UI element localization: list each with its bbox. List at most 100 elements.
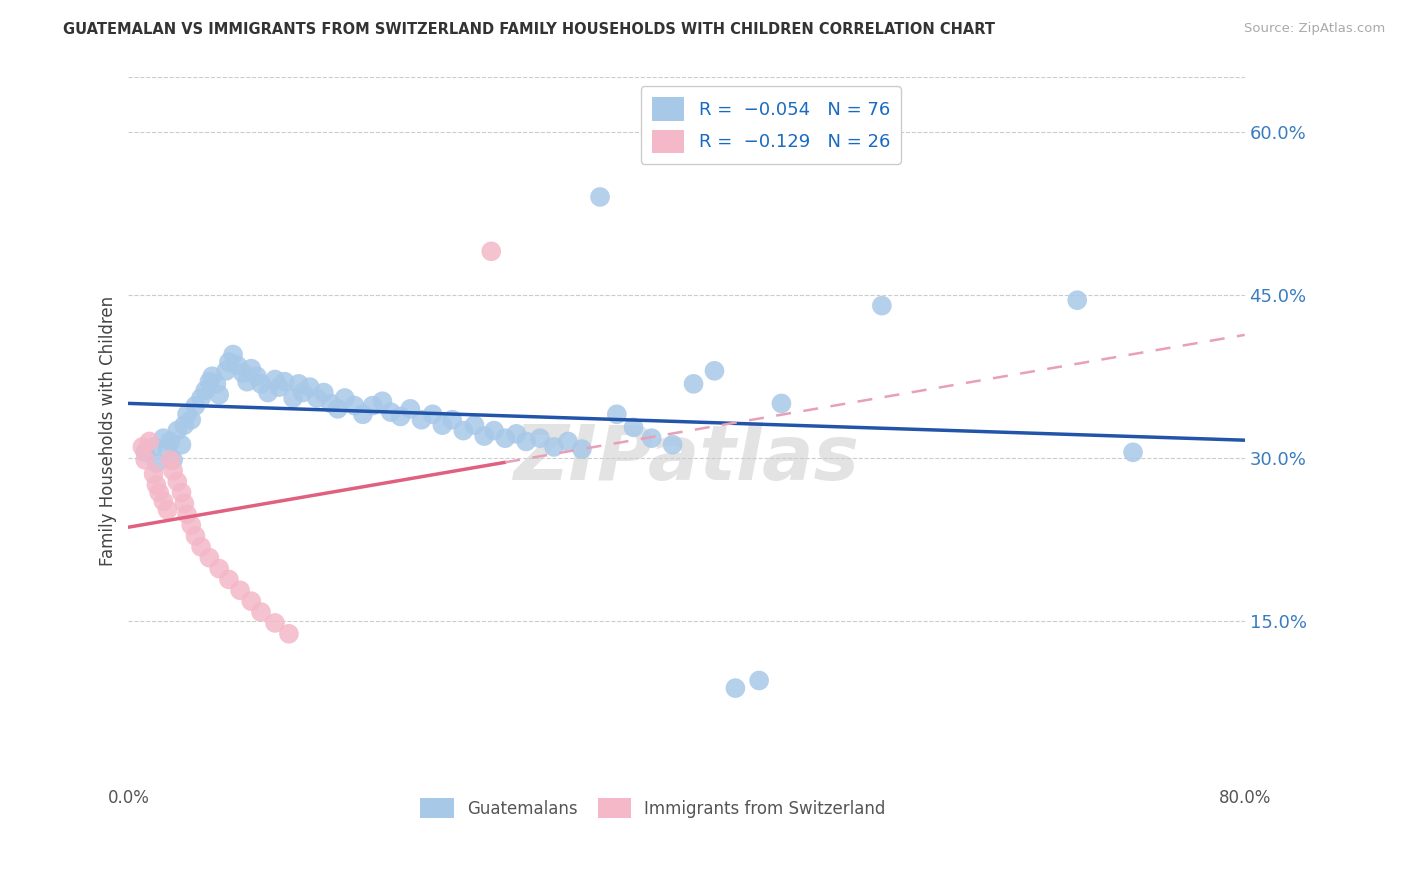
Point	[264, 615, 287, 630]
Point	[441, 413, 464, 427]
Point	[156, 503, 179, 517]
Point	[371, 394, 394, 409]
Point	[194, 384, 217, 398]
Point	[134, 445, 156, 459]
Point	[274, 375, 297, 389]
Point	[505, 426, 527, 441]
Point	[515, 434, 537, 449]
Point	[661, 438, 683, 452]
Point	[305, 391, 328, 405]
Point	[159, 434, 181, 449]
Point	[156, 442, 179, 456]
Point	[1122, 445, 1144, 459]
Point	[453, 424, 475, 438]
Point	[215, 364, 238, 378]
Point	[543, 440, 565, 454]
Point	[250, 376, 273, 391]
Point	[343, 399, 366, 413]
Point	[1066, 293, 1088, 308]
Point	[166, 475, 188, 489]
Text: Source: ZipAtlas.com: Source: ZipAtlas.com	[1244, 22, 1385, 36]
Point	[240, 361, 263, 376]
Point	[152, 431, 174, 445]
Point	[145, 456, 167, 470]
Point	[724, 681, 747, 695]
Point	[208, 561, 231, 575]
Point	[472, 429, 495, 443]
Point	[173, 418, 195, 433]
Point	[142, 440, 165, 454]
Point	[250, 605, 273, 619]
Point	[180, 518, 202, 533]
Point	[352, 407, 374, 421]
Point	[682, 376, 704, 391]
Point	[131, 440, 153, 454]
Point	[236, 375, 259, 389]
Point	[170, 485, 193, 500]
Point	[152, 494, 174, 508]
Point	[226, 359, 249, 373]
Point	[162, 453, 184, 467]
Point	[589, 190, 612, 204]
Point	[529, 431, 551, 445]
Point	[145, 478, 167, 492]
Point	[571, 442, 593, 456]
Point	[277, 627, 299, 641]
Point	[291, 385, 314, 400]
Point	[246, 369, 269, 384]
Point	[770, 396, 793, 410]
Point	[198, 375, 221, 389]
Point	[173, 496, 195, 510]
Point	[411, 413, 433, 427]
Point	[623, 420, 645, 434]
Point	[319, 396, 342, 410]
Point	[641, 431, 664, 445]
Point	[269, 380, 291, 394]
Text: ZIPatlas: ZIPatlas	[513, 422, 859, 496]
Legend: Guatemalans, Immigrants from Switzerland: Guatemalans, Immigrants from Switzerland	[413, 791, 893, 825]
Point	[159, 453, 181, 467]
Point	[432, 418, 454, 433]
Point	[361, 399, 384, 413]
Point	[264, 372, 287, 386]
Point	[184, 529, 207, 543]
Point	[703, 364, 725, 378]
Point	[399, 401, 422, 416]
Point	[870, 299, 893, 313]
Point	[389, 409, 412, 424]
Point	[557, 434, 579, 449]
Point	[606, 407, 628, 421]
Point	[333, 391, 356, 405]
Point	[222, 347, 245, 361]
Point	[240, 594, 263, 608]
Point	[176, 407, 198, 421]
Point	[257, 385, 280, 400]
Point	[748, 673, 770, 688]
Point	[176, 508, 198, 522]
Point	[142, 467, 165, 481]
Point	[205, 376, 228, 391]
Point	[494, 431, 516, 445]
Point	[184, 399, 207, 413]
Point	[326, 401, 349, 416]
Point	[422, 407, 444, 421]
Y-axis label: Family Households with Children: Family Households with Children	[100, 295, 117, 566]
Point	[463, 418, 485, 433]
Point	[281, 391, 304, 405]
Point	[134, 453, 156, 467]
Point	[201, 369, 224, 384]
Point	[180, 413, 202, 427]
Point	[380, 405, 402, 419]
Point	[208, 388, 231, 402]
Point	[482, 424, 505, 438]
Point	[218, 355, 240, 369]
Point	[170, 438, 193, 452]
Point	[287, 376, 309, 391]
Point	[218, 573, 240, 587]
Point	[229, 583, 252, 598]
Point	[162, 464, 184, 478]
Point	[312, 385, 335, 400]
Point	[479, 244, 502, 259]
Point	[190, 391, 212, 405]
Point	[148, 485, 170, 500]
